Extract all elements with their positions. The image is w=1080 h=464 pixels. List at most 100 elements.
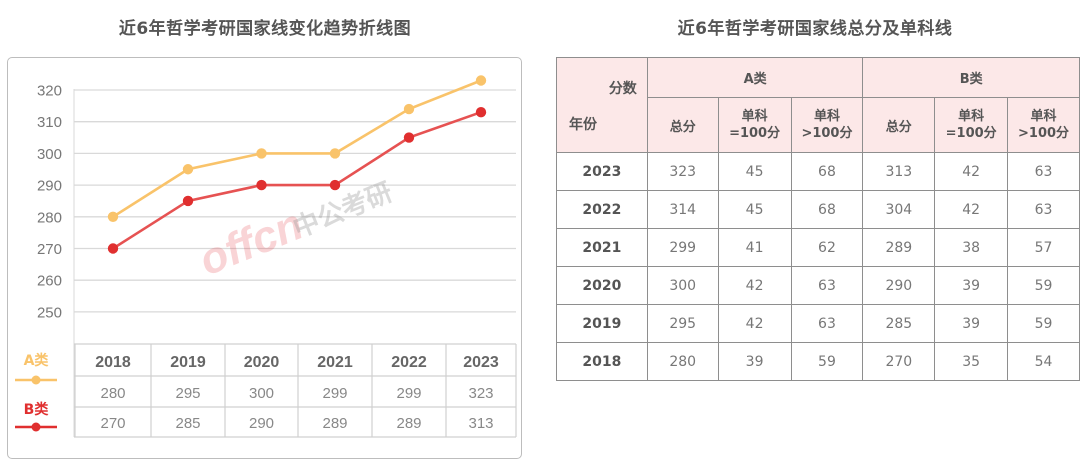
series-a-point: [329, 148, 341, 159]
year-cell: 2020: [556, 266, 648, 305]
y-tick-label: 280: [37, 209, 62, 226]
y-tick-label: 260: [37, 273, 62, 290]
year-cell: 2018: [556, 342, 648, 381]
year-header: 2022: [391, 354, 427, 371]
score-table: 分数 年份 A类 B类 总分 单科 =100分 单科 >100分 总分 单科 =100分 单科 >…: [556, 57, 1080, 381]
data-table-cell: 289: [396, 415, 421, 432]
data-table-cell: 323: [468, 385, 493, 402]
year-header: 2023: [463, 354, 499, 371]
score-cell: 270: [862, 342, 936, 381]
data-table-cell: 313: [468, 415, 493, 432]
table-row: 2023 323 45 68 313 42 63: [556, 152, 1080, 191]
y-tick-label: 300: [37, 146, 62, 163]
data-table-cell: 285: [175, 415, 200, 432]
year-header: 2021: [317, 354, 353, 371]
score-cell: 289: [862, 228, 936, 267]
column-header-line1: 单科: [958, 109, 985, 124]
series-b-point: [403, 132, 415, 143]
line-chart: 250 260 270 280 290 300 310 320 2018 2019 2020 2021…: [15, 75, 517, 438]
score-cell: 299: [646, 228, 719, 267]
score-cell: 41: [717, 228, 792, 267]
series-a-point: [403, 103, 415, 115]
data-table-cell: 299: [396, 385, 421, 402]
score-cell: 42: [717, 266, 792, 305]
score-cell: 68: [790, 190, 864, 229]
corner-score-label: 分数: [608, 81, 637, 97]
y-tick-label: 250: [37, 304, 62, 321]
year-cell: 2021: [556, 228, 648, 267]
year-cell: 2022: [556, 190, 648, 229]
column-header-line2: >100分: [801, 126, 853, 141]
line-chart-title: 近6年哲学考研国家线变化趋势折线图: [118, 19, 412, 39]
column-header-line2: >100分: [1018, 126, 1070, 141]
score-cell: 59: [1007, 304, 1080, 343]
series-b-point: [107, 243, 119, 254]
score-cell: 45: [717, 190, 792, 229]
legend-label-b: B类: [24, 401, 50, 418]
data-table-cell: 300: [249, 385, 274, 402]
score-cell: 39: [934, 304, 1009, 343]
series-b-point: [475, 106, 487, 118]
column-header: 单科 =100分: [717, 97, 792, 153]
table-row: 2020 300 42 63 290 39 59: [556, 266, 1080, 305]
table-row: 2019 295 42 63 285 39 59: [556, 304, 1080, 343]
year-header: 2019: [170, 354, 206, 371]
score-cell: 290: [862, 266, 936, 305]
group-header-a: A类: [646, 57, 864, 98]
score-cell: 59: [1007, 266, 1080, 305]
score-cell: 54: [1007, 342, 1080, 381]
column-header: 单科 >100分: [790, 97, 864, 153]
score-cell: 42: [717, 304, 792, 343]
data-table-cell: 270: [100, 415, 125, 432]
column-header: 单科 >100分: [1007, 97, 1080, 153]
legend-label-a: A类: [24, 352, 50, 369]
series-a-line: [112, 79, 482, 218]
data-table-cell: 295: [175, 385, 200, 402]
series-b-point: [182, 195, 194, 207]
legend-marker-b-icon: [31, 422, 41, 432]
corner-header: 分数 年份: [556, 57, 648, 153]
score-cell: 57: [1007, 228, 1080, 267]
data-table-cell: 280: [100, 385, 125, 402]
column-header-line1: 单科: [1030, 109, 1057, 124]
series-a-point: [256, 148, 267, 159]
score-cell: 314: [646, 190, 719, 229]
score-cell: 285: [862, 304, 936, 343]
column-header: 总分: [862, 97, 936, 153]
y-tick-label: 310: [37, 114, 62, 131]
column-header: 单科 =100分: [934, 97, 1009, 153]
score-cell: 300: [646, 266, 719, 305]
legend-marker-a-icon: [31, 375, 41, 385]
group-header-b: B类: [862, 57, 1080, 98]
column-header-line2: =100分: [729, 126, 781, 141]
score-cell: 295: [646, 304, 719, 343]
score-cell: 42: [934, 152, 1009, 191]
score-cell: 280: [646, 342, 719, 381]
y-tick-label: 290: [37, 178, 62, 195]
score-cell: 59: [790, 342, 864, 381]
score-cell: 45: [717, 152, 792, 191]
series-b-line: [112, 110, 482, 250]
score-cell: 63: [790, 266, 864, 305]
column-header: 总分: [646, 97, 719, 153]
year-cell: 2019: [556, 304, 648, 343]
score-cell: 63: [1007, 152, 1080, 191]
score-cell: 63: [1007, 190, 1080, 229]
data-table-cell: 290: [249, 415, 274, 432]
score-cell: 39: [717, 342, 792, 381]
score-cell: 68: [790, 152, 864, 191]
series-b-point: [256, 179, 267, 191]
year-header: 2018: [95, 354, 131, 371]
table-row: 2022 314 45 68 304 42 63: [556, 190, 1080, 229]
column-header-line1: 单科: [813, 109, 840, 124]
table-row: 2021 299 41 62 289 38 57: [556, 228, 1080, 267]
series-a-point: [107, 211, 119, 222]
score-table-title: 近6年哲学考研国家线总分及单科线: [677, 19, 953, 39]
data-table-cell: 289: [322, 415, 347, 432]
year-header: 2020: [244, 354, 280, 371]
score-cell: 42: [934, 190, 1009, 229]
score-cell: 35: [934, 342, 1009, 381]
table-row: 2018 280 39 59 270 35 54: [556, 342, 1080, 381]
score-cell: 39: [934, 266, 1009, 305]
score-cell: 38: [934, 228, 1009, 267]
